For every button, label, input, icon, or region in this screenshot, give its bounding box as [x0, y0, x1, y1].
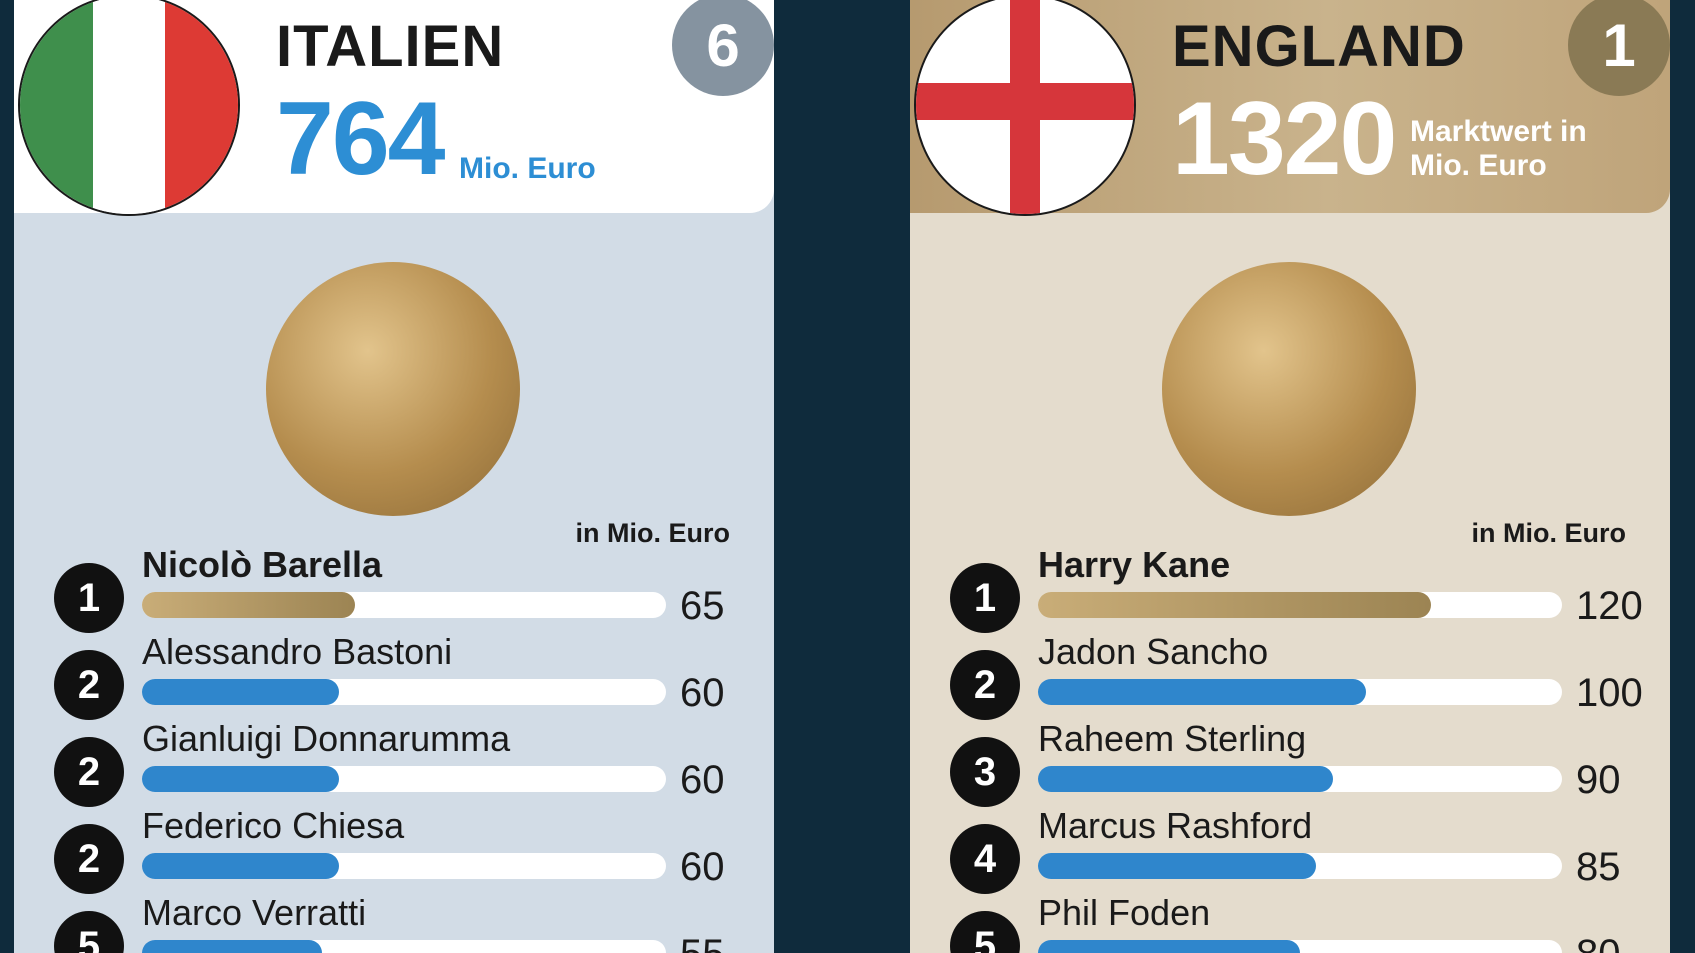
england-card: ENGLAND 1320 Marktwert in Mio. Euro 1 in…: [910, 0, 1670, 953]
value-label: 80: [1576, 932, 1621, 953]
country-title: ENGLAND: [1172, 14, 1466, 79]
rank-number: 1: [54, 563, 124, 633]
rank-number: 5: [950, 911, 1020, 953]
bar-row: 1 Nicolò Barella 65: [54, 544, 754, 633]
value-label: 55: [680, 932, 725, 953]
rank-number: 4: [950, 824, 1020, 894]
bar-track: [1038, 853, 1562, 879]
value-label: 60: [680, 845, 725, 889]
value-label: 65: [680, 584, 725, 628]
player-name: Harry Kane: [1038, 544, 1231, 585]
player-name: Federico Chiesa: [142, 805, 405, 846]
rank-number: 2: [54, 737, 124, 807]
bar: [1038, 853, 1316, 879]
rank-number: 1: [950, 563, 1020, 633]
bar: [142, 592, 355, 618]
bar-track: [142, 592, 666, 618]
player-name: Raheem Sterling: [1038, 718, 1307, 759]
value-label: 85: [1576, 845, 1621, 889]
rank-number: 3: [950, 737, 1020, 807]
rank-number: 2: [54, 650, 124, 720]
bar-row: 4 Marcus Rashford 85: [950, 805, 1650, 894]
value-label: 60: [680, 671, 725, 715]
total-value: 764: [276, 81, 446, 197]
bar-row: 3 Raheem Sterling 90: [950, 718, 1650, 807]
bar: [1038, 592, 1431, 618]
rank-number: 2: [950, 650, 1020, 720]
bar: [142, 766, 339, 792]
bar-row: 5 Phil Foden 80: [950, 892, 1650, 953]
player-portrait: [1162, 262, 1416, 516]
bar-row: 1 Harry Kane 120: [950, 544, 1650, 633]
player-portrait: [266, 262, 520, 516]
bar-track: [1038, 766, 1562, 792]
england-header: ENGLAND 1320 Marktwert in Mio. Euro 1: [910, 0, 1670, 216]
player-name: Alessandro Bastoni: [142, 631, 453, 672]
bar-track: [1038, 679, 1562, 705]
rank-badge: 6: [672, 0, 774, 96]
player-name: Nicolò Barella: [142, 544, 383, 585]
bar-row: 2 Federico Chiesa 60: [54, 805, 754, 894]
player-name: Marco Verratti: [142, 892, 367, 933]
bar-track: [1038, 940, 1562, 953]
value-label: 120: [1576, 584, 1643, 628]
value-label: 90: [1576, 758, 1621, 802]
player-name: Gianluigi Donnarumma: [142, 718, 511, 759]
bar-row: 2 Gianluigi Donnarumma 60: [54, 718, 754, 807]
bar: [142, 853, 339, 879]
bar: [1038, 940, 1300, 953]
unit-note: in Mio. Euro: [1471, 518, 1627, 548]
player-name: Marcus Rashford: [1038, 805, 1313, 846]
bar-track: [142, 679, 666, 705]
italy-header: ITALIEN 764 Mio. Euro 6: [14, 0, 774, 216]
total-unit: Mio. Euro: [459, 152, 596, 185]
bar: [1038, 766, 1333, 792]
player-name: Phil Foden: [1038, 892, 1211, 933]
rank-badge: 1: [1568, 0, 1670, 96]
total-unit: Marktwert in Mio. Euro: [1410, 115, 1587, 182]
unit-note: in Mio. Euro: [575, 518, 731, 548]
bar-row: 2 Alessandro Bastoni 60: [54, 631, 754, 720]
bar-track: [142, 766, 666, 792]
bar: [142, 679, 339, 705]
bar: [142, 940, 322, 953]
bar-track: [142, 940, 666, 953]
total-value: 1320: [1172, 81, 1397, 197]
bar-track: [142, 853, 666, 879]
england-flag-icon: [914, 0, 1136, 216]
rank-number: 5: [54, 911, 124, 953]
rank-number: 2: [54, 824, 124, 894]
value-label: 100: [1576, 671, 1643, 715]
country-title: ITALIEN: [276, 14, 505, 79]
italy-card: ITALIEN 764 Mio. Euro 6 in Mio. Euro 1 Ni…: [14, 0, 774, 953]
value-label: 60: [680, 758, 725, 802]
bar-row: 5 Marco Verratti 55: [54, 892, 754, 953]
italy-flag-icon: [18, 0, 240, 216]
bar-track: [1038, 592, 1562, 618]
bar-row: 2 Jadon Sancho 100: [950, 631, 1650, 720]
bar: [1038, 679, 1366, 705]
player-name: Jadon Sancho: [1038, 631, 1269, 672]
